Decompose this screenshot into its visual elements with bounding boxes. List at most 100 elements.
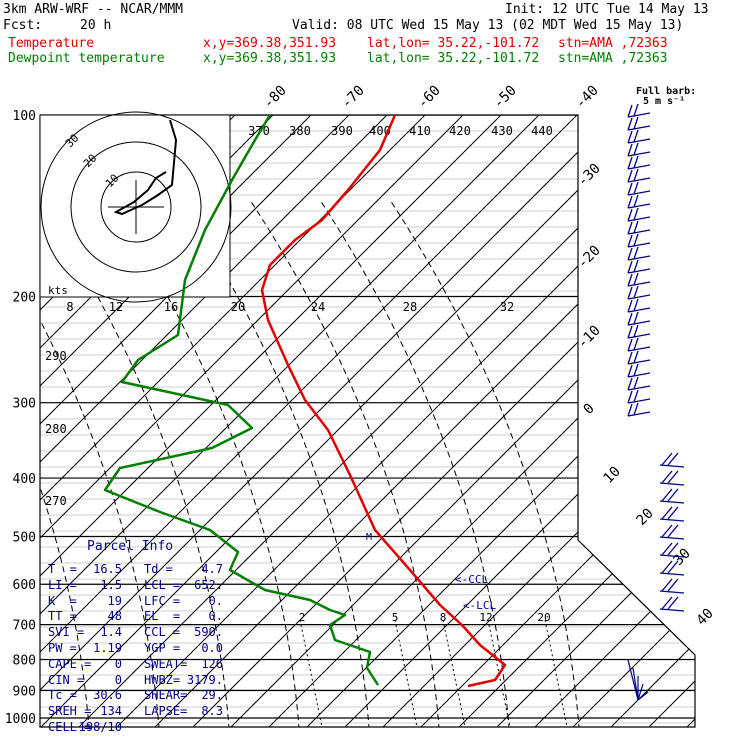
- wind-barb: [627, 363, 651, 378]
- isotherm-line: [40, 115, 577, 727]
- temperature-xy: x,y=369.38,351.93: [203, 36, 337, 51]
- parcel-field: EL =: [144, 609, 181, 624]
- parcel-field: LAPSE=: [144, 704, 188, 719]
- isotherm-label--60: -60: [415, 83, 444, 112]
- isotherm-line: [40, 115, 615, 727]
- isotherm-line: [255, 115, 695, 727]
- parcel-field: 1.4: [100, 625, 122, 640]
- wind-barb: [627, 103, 651, 118]
- isotherm-line: [331, 115, 695, 727]
- temperature-station: stn=AMA ,72363: [558, 36, 668, 51]
- wind-barb: [627, 168, 651, 183]
- isotherm-line: [40, 115, 653, 727]
- wind-barb: [627, 155, 651, 170]
- init-time: Init: 12 UTC Tue 14 May 13: [505, 2, 709, 17]
- temperature-legend: Temperature: [8, 36, 95, 51]
- isotherm-line: [40, 115, 425, 727]
- mixing-ratio-label-12: 12: [479, 611, 492, 624]
- pressure-label-400: 400: [13, 472, 36, 487]
- dewpoint-latlon: lat,lon= 35.22,-101.72: [367, 51, 540, 66]
- forecast-hour: 20 h: [80, 18, 112, 33]
- parcel-field: SVI =: [48, 625, 85, 640]
- theta-e-label-420: 420: [449, 124, 471, 138]
- speed-label-8: 8: [66, 300, 73, 314]
- lcl-marker: <-LCL: [463, 599, 496, 612]
- wind-barb: [659, 542, 685, 558]
- wind-barb: [659, 578, 685, 594]
- wind-barb: [627, 142, 651, 157]
- parcel-field: LCL =: [144, 577, 181, 592]
- wind-barb: [627, 207, 651, 222]
- theta-e-label-410: 410: [409, 124, 431, 138]
- parcel-field: LI =: [48, 577, 77, 592]
- wind-barb: [627, 311, 651, 326]
- theta-e-label-440: 440: [531, 124, 553, 138]
- hodograph-box: [39, 114, 231, 298]
- mixing-ratio-label-20: 20: [537, 611, 550, 624]
- isotherm-label--20: -20: [575, 243, 604, 272]
- parcel-field: 134: [100, 704, 122, 719]
- parcel-field: 48: [107, 609, 122, 624]
- isotherm-line: [141, 115, 695, 727]
- temperature-profile: [260, 115, 507, 688]
- wind-barb: [627, 194, 651, 209]
- isotherm-line: [673, 115, 695, 727]
- isotherm-line: [179, 115, 695, 727]
- parcel-field: 4.7: [201, 562, 223, 576]
- wind-barb: [659, 596, 685, 612]
- parcel-field: Tc =: [48, 688, 77, 703]
- parcel-field: SWEAT=: [144, 656, 188, 671]
- isotherm-line: [712, 40, 740, 740]
- mixing-ratio-line: [299, 619, 323, 727]
- pressure-label-200: 200: [13, 291, 36, 306]
- wind-barb: [627, 246, 651, 261]
- pressure-label-900: 900: [13, 684, 36, 699]
- dewpoint-station: stn=AMA ,72363: [558, 51, 668, 66]
- wind-barb: [627, 181, 651, 196]
- pressure-label-700: 700: [13, 619, 36, 634]
- parcel-field: PW =: [48, 641, 77, 655]
- isotherm-label--40: -40: [573, 83, 602, 112]
- isotherm-line: [559, 115, 695, 727]
- speed-label-24: 24: [311, 300, 325, 314]
- wind-barb: [627, 324, 651, 339]
- wind-barb: [627, 116, 651, 131]
- wind-barb: [659, 524, 685, 540]
- mixing-ratio-line: [487, 619, 511, 727]
- wind-barb: [659, 488, 685, 504]
- wind-barb: [659, 470, 685, 486]
- parcel-field: 0: [114, 656, 122, 671]
- wind-barb: [627, 285, 651, 300]
- mixing-ratio-label-2: 2: [299, 611, 306, 624]
- mixing-ratio-label-8: 8: [440, 611, 447, 624]
- parcel-field: 8.3: [201, 704, 223, 719]
- hodograph-trace: [113, 119, 178, 216]
- wind-barb: [627, 272, 651, 287]
- parcel-field: 652.: [194, 577, 223, 592]
- theta-e-label-390: 390: [331, 124, 353, 138]
- dry-adiabat-line: [389, 199, 581, 727]
- wind-barb: [627, 129, 651, 144]
- isotherm-label--30: -30: [575, 161, 604, 190]
- temperature-latlon: lat,lon= 35.22,-101.72: [367, 36, 540, 51]
- valid-time: Valid: 08 UTC Wed 15 May 13 (02 MDT Wed …: [292, 18, 684, 33]
- parcel-field: 3179.: [186, 672, 223, 687]
- parcel-field: CELL =: [48, 720, 92, 734]
- theta-e-label-380: 380: [289, 124, 311, 138]
- wind-barb: [627, 298, 651, 313]
- parcel-field: SREH =: [48, 704, 92, 719]
- parcel-field: 0.: [208, 609, 223, 624]
- wind-barb: [659, 560, 685, 576]
- isotherm-line: [445, 115, 695, 727]
- dry-adiabat-label: 290: [45, 349, 67, 363]
- isotherm-line: [40, 115, 691, 727]
- parcel-field: Td =: [144, 562, 173, 576]
- wind-barb: [659, 452, 685, 468]
- parcel-field: SHEAR=: [144, 688, 188, 703]
- mixing-ratio-label-5: 5: [392, 611, 399, 624]
- parcel-field: LFC =: [144, 593, 181, 608]
- isotherm-line: [521, 115, 695, 727]
- wind-barb: [627, 233, 651, 248]
- speed-label-16: 16: [164, 300, 178, 314]
- parcel-field: 29.: [201, 688, 223, 703]
